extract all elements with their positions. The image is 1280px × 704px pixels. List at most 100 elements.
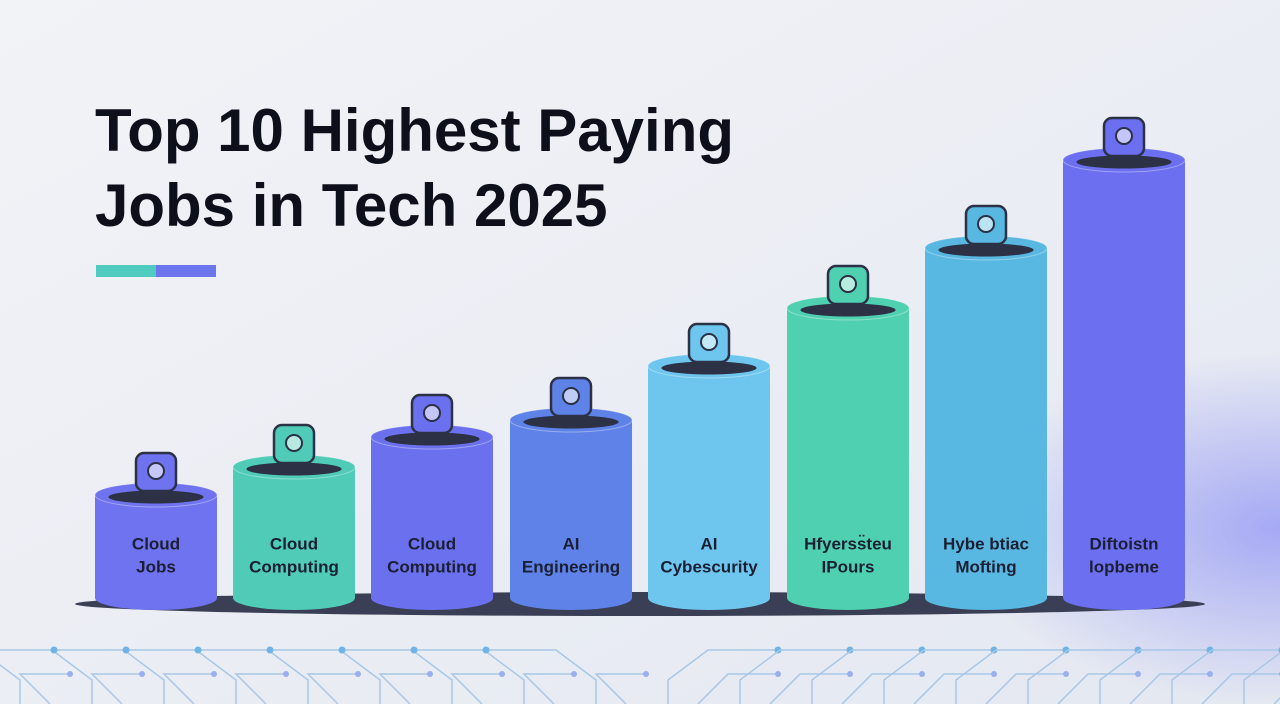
column-label: Hfyerss̈teu <box>804 534 892 553</box>
circuit-trace <box>450 673 502 704</box>
circuit-node <box>919 671 925 677</box>
column-label: Cloud <box>270 534 318 553</box>
column-body <box>95 495 217 598</box>
column-label: Cybescurity <box>660 557 758 576</box>
accent-bar <box>96 265 156 277</box>
circuit-trace <box>90 673 142 704</box>
column-label: Computing <box>387 557 477 576</box>
circuit-trace <box>1057 673 1138 704</box>
column-body <box>233 467 355 598</box>
circuit-trace <box>594 673 646 704</box>
column-body <box>371 437 493 598</box>
icon <box>147 462 165 480</box>
circuit-node <box>338 646 346 654</box>
circuit-node <box>266 646 274 654</box>
circuit-node <box>1062 646 1070 654</box>
column-label: AI <box>563 534 580 553</box>
circuit-node <box>990 646 998 654</box>
column: Hfyerss̈teu IPours <box>786 264 910 610</box>
circuit-trace <box>306 673 358 704</box>
column-body <box>648 366 770 598</box>
column-body <box>925 248 1047 598</box>
circuit-trace <box>667 649 778 704</box>
column-hole <box>108 490 204 504</box>
circuit-node <box>571 671 577 677</box>
circuit-lines <box>0 646 1280 704</box>
circuit-trace <box>1243 652 1280 704</box>
column: Cloud Jobs <box>94 451 218 610</box>
circuit-node <box>355 671 361 677</box>
circuit-trace <box>270 649 381 704</box>
circuit-trace <box>0 664 21 704</box>
column-hole <box>384 432 480 446</box>
circuit-node <box>139 671 145 677</box>
circuit-trace <box>0 649 93 704</box>
icon <box>839 275 857 293</box>
column-hole <box>938 243 1034 257</box>
column-hole <box>246 462 342 476</box>
column-label: Cloud <box>408 534 456 553</box>
column-label: lopbeme <box>1089 557 1159 576</box>
column-body <box>787 308 909 598</box>
column-label: Cloud <box>132 534 180 553</box>
icon <box>700 333 718 351</box>
circuit-trace <box>126 649 237 704</box>
circuit-trace <box>883 649 994 704</box>
circuit-trace <box>1129 673 1210 704</box>
column-label: AI <box>701 534 718 553</box>
circuit-node <box>410 646 418 654</box>
circuit-trace <box>985 673 1066 704</box>
platform <box>75 592 1205 616</box>
circuit-node <box>643 671 649 677</box>
circuit-trace <box>414 649 525 704</box>
circuit-node <box>918 646 926 654</box>
circuit-node <box>211 671 217 677</box>
column-label: Engineering <box>522 557 620 576</box>
circuit-node <box>122 646 130 654</box>
column: Cloud Computing <box>370 393 494 610</box>
circuit-trace <box>1027 649 1138 704</box>
circuit-trace <box>234 673 286 704</box>
column-label: Hybe btiac <box>943 534 1029 553</box>
column-label: Diftoistn <box>1090 534 1159 553</box>
circuit-node <box>482 646 490 654</box>
circuit-trace <box>522 673 574 704</box>
circuit-node <box>499 671 505 677</box>
circuit-trace <box>1201 673 1280 704</box>
circuit-node <box>427 671 433 677</box>
circuit-trace <box>198 649 309 704</box>
circuit-node <box>1206 646 1214 654</box>
icon <box>1115 127 1133 145</box>
title-line: Top 10 Highest Paying <box>95 97 734 164</box>
icon <box>285 434 303 452</box>
circuit-trace <box>841 673 922 704</box>
circuit-node <box>774 646 782 654</box>
column-hole <box>661 361 757 375</box>
circuit-node <box>991 671 997 677</box>
column-label: Mofting <box>955 557 1016 576</box>
circuit-trace <box>811 649 922 704</box>
circuit-trace <box>769 673 850 704</box>
circuit-node <box>1063 671 1069 677</box>
columns: Cloud Jobs Cloud Computing Cloud Computing AI E… <box>94 116 1186 610</box>
accent-bar <box>156 265 216 277</box>
circuit-node <box>1134 646 1142 654</box>
circuit-trace <box>54 649 165 704</box>
title-line: Jobs in Tech 2025 <box>95 172 607 239</box>
column: AI Engineering <box>509 376 633 610</box>
circuit-trace <box>913 673 994 704</box>
circuit-node <box>283 671 289 677</box>
column-label: Computing <box>249 557 339 576</box>
circuit-trace <box>18 673 70 704</box>
column-label: IPours <box>822 557 875 576</box>
circuit-trace <box>486 649 597 704</box>
icon <box>423 404 441 422</box>
column-hole <box>1076 155 1172 169</box>
circuit-node <box>1207 671 1213 677</box>
icon <box>977 215 995 233</box>
circuit-node <box>1135 671 1141 677</box>
circuit-node <box>67 671 73 677</box>
circuit-node <box>846 646 854 654</box>
circuit-trace <box>955 649 1066 704</box>
